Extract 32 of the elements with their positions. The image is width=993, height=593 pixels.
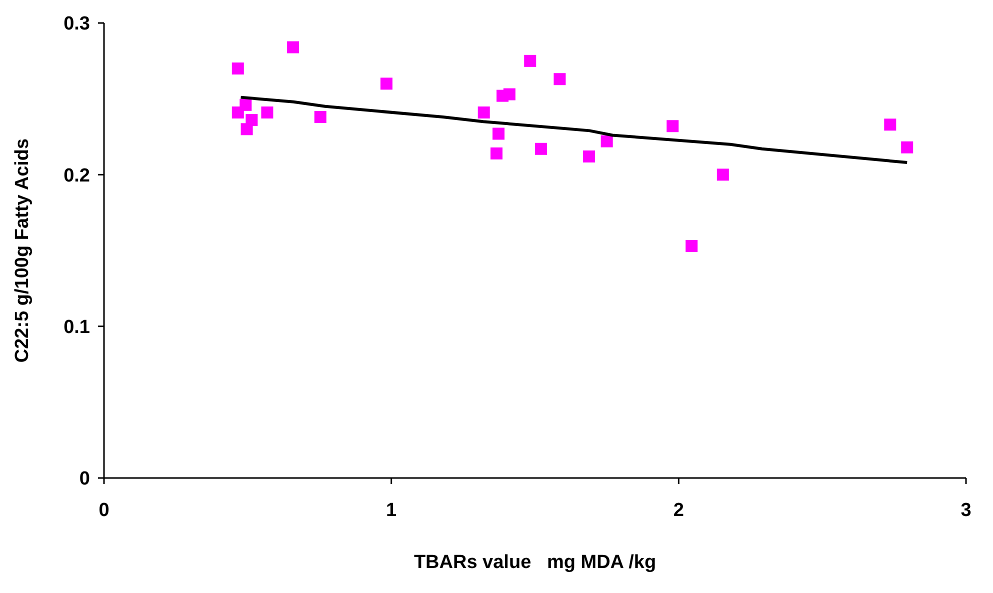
point bbox=[503, 88, 516, 100]
point bbox=[287, 41, 300, 54]
point bbox=[583, 150, 596, 162]
point bbox=[490, 147, 502, 160]
x-axis-title: TBARs value mg MDA /kg bbox=[414, 552, 656, 573]
y-axis-title: C22:5 g/100g Fatty Acids bbox=[12, 138, 33, 363]
point bbox=[716, 168, 729, 181]
point bbox=[478, 106, 490, 118]
y-tick-label: 0.2 bbox=[64, 165, 90, 186]
point bbox=[524, 54, 536, 67]
point bbox=[884, 118, 896, 131]
point bbox=[554, 73, 566, 86]
point bbox=[261, 106, 274, 118]
point bbox=[246, 114, 258, 126]
x-tick-label: 3 bbox=[960, 500, 972, 521]
point bbox=[686, 240, 698, 252]
point bbox=[314, 111, 326, 124]
point bbox=[666, 120, 679, 132]
y-tick-label: 0.3 bbox=[64, 14, 90, 35]
point bbox=[600, 135, 613, 148]
x-tick-label: 0 bbox=[98, 500, 110, 521]
line-series bbox=[239, 96, 909, 164]
point bbox=[380, 78, 392, 90]
x-tick-label: 1 bbox=[386, 500, 398, 521]
point bbox=[535, 142, 548, 155]
point bbox=[492, 128, 505, 140]
y-tick-label: 0.1 bbox=[64, 316, 90, 338]
x-tick-label: 2 bbox=[673, 500, 684, 521]
point bbox=[901, 141, 914, 154]
point bbox=[232, 62, 244, 74]
point bbox=[240, 98, 252, 111]
y-tick-label: 0 bbox=[79, 468, 90, 490]
